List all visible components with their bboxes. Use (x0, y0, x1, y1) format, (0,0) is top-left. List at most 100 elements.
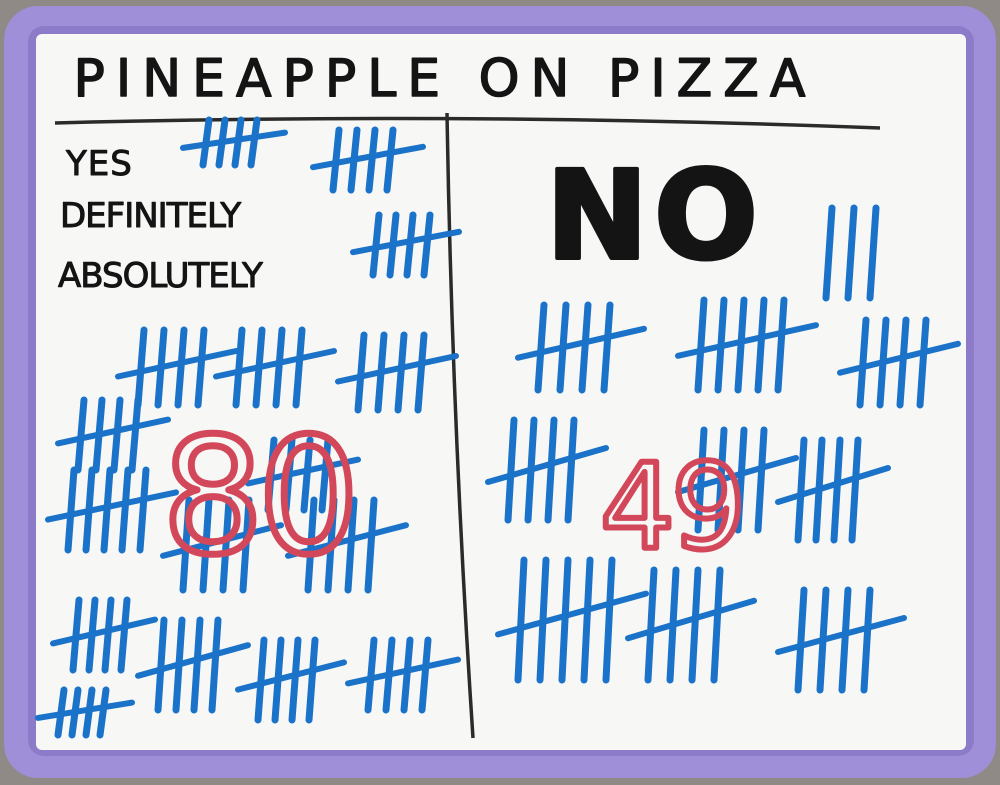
tally-stroke (344, 496, 358, 594)
tally-stroke (35, 699, 135, 721)
tally-stroke (775, 465, 891, 505)
tally-stroke (115, 348, 239, 380)
tally-stroke (830, 436, 844, 544)
tally-stroke (675, 322, 819, 359)
tally-stroke (774, 296, 788, 394)
tally-stroke (136, 466, 150, 554)
tally-stroke (734, 426, 748, 534)
tally-stroke (485, 445, 609, 485)
tally-stroke (394, 331, 408, 414)
tally-stroke (754, 426, 768, 534)
tally-stroke (350, 228, 462, 256)
tally-stroke (288, 636, 302, 724)
tally-stroke (866, 204, 880, 302)
tally-stroke (160, 522, 284, 559)
tally-stroke (580, 556, 594, 684)
tally-stroke (534, 301, 548, 394)
board-title: PINEAPPLE ON PIZZA (74, 49, 817, 109)
tally-stroke (128, 396, 142, 474)
tally-stroke (694, 296, 708, 394)
tally-stroke (272, 326, 286, 409)
tally-stroke (245, 456, 361, 487)
tally-stroke (495, 590, 649, 638)
tally-stroke (45, 489, 179, 523)
tally-stroke (335, 353, 459, 385)
tally-stroke (838, 586, 852, 694)
yes-label: YES (65, 144, 133, 184)
tally-stroke (600, 301, 614, 394)
tally-stroke (180, 129, 288, 151)
tally-stroke (822, 204, 836, 302)
tally-stroke (345, 656, 461, 687)
tally-stroke (310, 143, 426, 171)
tally-stroke (383, 126, 397, 194)
tally-stroke (174, 326, 188, 409)
tally-stroke (364, 636, 378, 714)
tally-stroke (403, 211, 417, 279)
tally-stroke (844, 204, 858, 302)
tally-stroke (558, 556, 572, 684)
tally-stroke (710, 566, 724, 684)
tally-stroke (300, 436, 314, 514)
tally-stroke (219, 496, 233, 594)
tally-stroke (644, 566, 658, 684)
tally-stroke (694, 426, 708, 534)
board-surface (36, 34, 966, 750)
tally-stroke (420, 211, 434, 279)
tally-stroke (64, 466, 78, 554)
tally-stroke (110, 396, 124, 474)
tally-stroke (414, 331, 428, 414)
tally-stroke (74, 396, 88, 474)
tally-stroke (194, 326, 208, 409)
tally-stroke (305, 636, 319, 724)
definitely-label: DEFINITELY (60, 196, 241, 236)
tally-stroke (578, 301, 592, 394)
tally-stroke (292, 326, 306, 409)
no-heading: NO (546, 145, 764, 287)
tally-stroke (896, 316, 910, 409)
tally-stroke (364, 496, 378, 594)
tally-stroke (134, 326, 148, 409)
tally-stroke (232, 326, 246, 409)
tally-stroke (775, 615, 907, 655)
tally-stroke (190, 616, 204, 714)
tally-stroke (247, 116, 261, 169)
tally-stroke (239, 496, 253, 594)
tally-stroke (179, 496, 193, 594)
tally-stroke (55, 416, 171, 447)
tally-stroke (564, 416, 578, 524)
yes-tally-marks (35, 116, 462, 739)
tally-stroke (254, 636, 268, 724)
tally-stroke (675, 455, 799, 495)
tally-stroke (365, 126, 379, 194)
tally-stroke (96, 686, 110, 739)
tally-stroke (101, 596, 115, 674)
tally-stroke (514, 556, 528, 684)
tally-stroke (515, 325, 647, 361)
tally-stroke (544, 416, 558, 524)
tally-stroke (135, 642, 251, 679)
tally-stroke (50, 616, 158, 647)
no-total: 49 (600, 438, 742, 576)
tally-stroke (235, 659, 347, 693)
tally-stroke (625, 597, 757, 642)
tally-stroke (213, 348, 337, 380)
tally-stroke (304, 496, 318, 594)
absolutely-label: ABSOLUTELY (58, 256, 263, 296)
tally-stroke (794, 586, 808, 694)
tally-stroke (154, 616, 168, 714)
tally-stroke (794, 436, 808, 544)
yes-total: 80 (162, 403, 354, 590)
column-divider (445, 112, 475, 739)
tally-stroke (860, 586, 874, 694)
tally-stroke (602, 556, 616, 684)
tally-stroke (916, 316, 930, 409)
tally-stroke (118, 466, 132, 554)
tally-stroke (418, 636, 432, 714)
tally-stroke (318, 436, 332, 514)
tally-stroke (837, 340, 961, 376)
tally-stroke (856, 316, 870, 409)
tally-stroke (504, 416, 518, 524)
tally-stroke (117, 596, 131, 674)
